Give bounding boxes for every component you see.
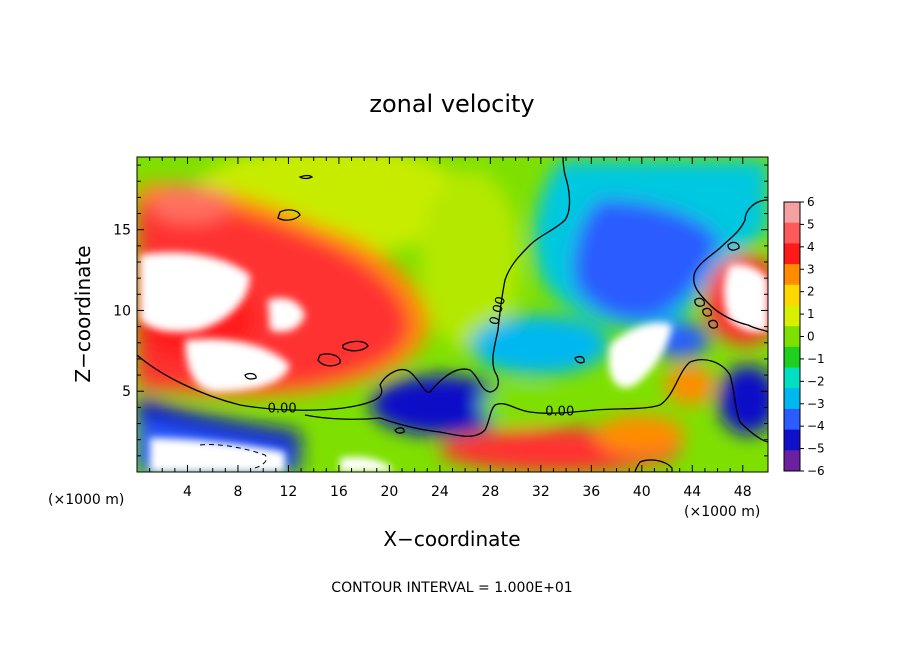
colorbar-segment xyxy=(784,243,800,265)
contour-label: 0.00 xyxy=(268,401,297,416)
colorbar-segment xyxy=(784,388,800,410)
x-unit-right: (×1000 m) xyxy=(684,504,760,520)
chart-title: zonal velocity xyxy=(369,90,534,118)
contour-label: 0.00 xyxy=(487,295,509,327)
colorbar-tick-label: −2 xyxy=(807,374,825,388)
x-unit-left: (×1000 m) xyxy=(48,492,124,508)
colorbar-segment xyxy=(784,202,800,224)
contour-labels: 0.00 0.00 0.00 xyxy=(268,295,575,420)
x-tick-label: 24 xyxy=(431,484,449,500)
colorbar-segment xyxy=(784,346,800,369)
colorbar-tick-label: 1 xyxy=(807,307,815,321)
contour-interval-footer: CONTOUR INTERVAL = 1.000E+01 xyxy=(331,580,572,596)
colorbar-tick-label: 4 xyxy=(807,240,815,254)
colorbar-tick-label: 6 xyxy=(807,195,815,209)
x-tick-label: 44 xyxy=(683,484,701,500)
colorbar-tick-label: 5 xyxy=(807,217,815,231)
y-tick-label: 10 xyxy=(113,303,131,319)
colorbar-segment xyxy=(784,367,800,389)
colorbar-segment xyxy=(784,264,800,286)
colorbar-tick-label: 0 xyxy=(807,330,815,344)
x-tick-label: 28 xyxy=(481,484,499,500)
x-tick-label: 4 xyxy=(183,484,192,500)
colorbar-tick-label: −6 xyxy=(807,464,825,478)
colorbar-segment xyxy=(784,305,800,327)
x-tick-label: 32 xyxy=(532,484,550,500)
x-tick-label: 40 xyxy=(633,484,651,500)
x-tick-label: 12 xyxy=(280,484,298,500)
x-axis-ticks: 4 8 12 16 20 24 28 32 36 40 44 48 xyxy=(149,157,752,500)
y-tick-label: 5 xyxy=(122,384,131,400)
colorbar-tick-label: −3 xyxy=(807,397,825,411)
y-axis-label: Z−coordinate xyxy=(71,245,95,382)
colorbar-segment xyxy=(784,222,800,244)
colorbar-segment xyxy=(784,429,800,451)
colorbar-tick-label: 2 xyxy=(807,285,815,299)
x-tick-label: 8 xyxy=(233,484,242,500)
y-tick-label: 15 xyxy=(113,223,131,239)
x-axis-label: X−coordinate xyxy=(383,527,520,551)
colorbar-segment xyxy=(784,408,800,431)
colorbar-tick-label: −4 xyxy=(807,419,825,433)
y-axis-ticks: 5 10 15 xyxy=(113,164,768,457)
colorbar-segment xyxy=(784,450,800,472)
colorbar-tick-label: −5 xyxy=(807,442,825,456)
colorbar-tick-label: −1 xyxy=(807,352,825,366)
colorbar: 6 5 4 3 2 1 0 −1 −2 −3 −4 −5 −6 xyxy=(783,195,825,478)
x-tick-label: 36 xyxy=(582,484,600,500)
x-tick-label: 20 xyxy=(380,484,398,500)
colorbar-segment xyxy=(784,326,800,348)
x-tick-label: 16 xyxy=(330,484,348,500)
x-tick-label: 48 xyxy=(734,484,752,500)
colorbar-segment xyxy=(784,284,800,306)
velocity-field xyxy=(137,157,768,472)
contour-label: 0.00 xyxy=(545,405,574,420)
zero-contours xyxy=(137,157,768,472)
colorbar-tick-label: 3 xyxy=(807,262,815,276)
